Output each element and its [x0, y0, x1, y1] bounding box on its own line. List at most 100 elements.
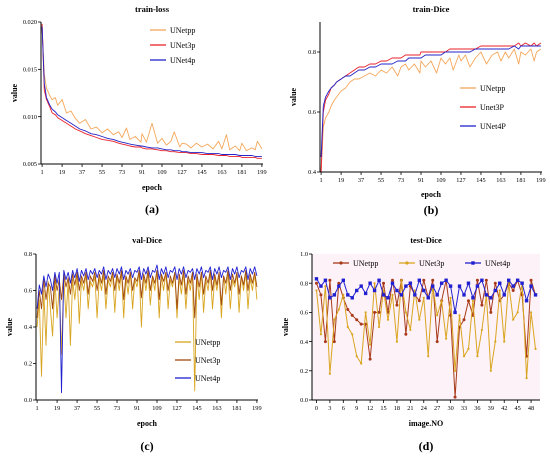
- data-point: [435, 340, 439, 344]
- x-tick-label: 109: [436, 177, 445, 184]
- data-point: [364, 311, 367, 314]
- x-tick-label: 73: [114, 405, 120, 412]
- x-tick-label: 27: [434, 405, 440, 412]
- x-tick-label: 1: [320, 177, 323, 184]
- data-point: [399, 293, 404, 297]
- x-axis-label: image.NO: [409, 419, 443, 428]
- series-line-3: [320, 45, 541, 158]
- series-line-1: [41, 26, 263, 152]
- x-tick-label: 145: [192, 405, 201, 412]
- chart-c: val-Dice 1 19 37 55 73 91 109 127 145 163 181 199 0.0…: [5, 235, 262, 453]
- data-point: [350, 313, 354, 317]
- legend-label: Unet3P: [480, 103, 505, 112]
- legend-label: UNet4p: [195, 374, 220, 383]
- x-tick-label: 37: [358, 177, 364, 184]
- data-point: [373, 282, 376, 285]
- data-point: [503, 340, 506, 343]
- series-line-3: [41, 26, 262, 157]
- data-point: [458, 314, 461, 317]
- x-tick-label: 39: [488, 405, 494, 412]
- x-axis-label: epoch: [421, 190, 442, 199]
- data-point: [377, 325, 381, 329]
- y-tick-label: 0.015: [23, 67, 37, 74]
- x-tick-label: 1: [36, 405, 39, 412]
- data-point: [493, 288, 497, 293]
- data-point: [480, 303, 484, 307]
- y-axis-label: value: [5, 317, 14, 336]
- data-point: [507, 278, 511, 282]
- data-point: [395, 340, 399, 343]
- chart-a: train-loss 1 19 37 55 73 91 109 127 145 163 181 199 0…: [10, 4, 267, 216]
- data-point: [351, 333, 354, 336]
- data-point: [314, 277, 319, 281]
- series-line-2: [36, 269, 258, 319]
- x-tick-label: 55: [99, 169, 105, 176]
- data-point: [484, 278, 488, 282]
- x-tick-label: 3: [328, 405, 331, 412]
- legend-label: UNet3p: [419, 259, 444, 268]
- data-point: [413, 293, 417, 297]
- panel-label: (d): [419, 439, 434, 453]
- x-tick-label: 199: [252, 405, 261, 412]
- x-tick-label: 181: [232, 405, 241, 412]
- data-point: [386, 296, 390, 300]
- y-tick-label: 0.010: [23, 114, 37, 121]
- data-point: [315, 289, 318, 292]
- data-point: [390, 281, 395, 285]
- legend-label: UNet4P: [480, 122, 506, 131]
- data-point: [422, 296, 425, 299]
- y-tick-label: 0.020: [23, 19, 37, 26]
- data-point: [449, 296, 452, 299]
- data-point: [319, 293, 323, 297]
- data-point: [445, 337, 448, 340]
- data-point: [382, 281, 386, 285]
- y-tick-label: 0.4: [300, 339, 309, 346]
- legend-marker: [471, 261, 475, 265]
- data-point: [359, 284, 363, 288]
- data-point: [332, 293, 337, 297]
- data-point: [493, 281, 497, 285]
- data-point: [511, 284, 515, 288]
- data-point: [337, 281, 341, 285]
- x-tick-label: 127: [172, 405, 181, 412]
- x-tick-label: 9: [355, 405, 358, 412]
- data-point: [409, 328, 412, 332]
- data-point: [377, 278, 381, 282]
- x-tick-label: 163: [217, 169, 226, 176]
- data-point: [328, 278, 332, 282]
- x-tick-label: 30: [447, 405, 453, 412]
- data-point: [382, 289, 385, 292]
- x-tick-label: 199: [257, 169, 266, 176]
- y-tick-label: 0.005: [23, 161, 37, 168]
- legend-label: UNetpp: [480, 84, 505, 93]
- legend-marker: [405, 261, 409, 265]
- data-point: [525, 377, 528, 380]
- x-tick-label: 18: [394, 405, 400, 412]
- data-point: [390, 278, 394, 282]
- x-tick-label: 55: [378, 177, 384, 184]
- data-point: [350, 296, 354, 300]
- data-point: [489, 296, 493, 300]
- data-point: [323, 278, 328, 282]
- legend-label: UNetpp: [353, 259, 378, 268]
- data-point: [395, 303, 399, 307]
- y-tick-label: 1.0: [300, 251, 308, 258]
- data-point: [502, 293, 506, 297]
- x-tick-label: 91: [418, 177, 424, 184]
- x-tick-label: 181: [237, 169, 246, 176]
- data-point: [355, 288, 359, 293]
- data-point: [346, 293, 350, 297]
- data-point: [476, 355, 479, 358]
- x-axis-label: epoch: [142, 183, 163, 192]
- data-point: [426, 296, 430, 300]
- data-point: [529, 311, 533, 314]
- data-point: [475, 284, 480, 288]
- data-point: [427, 355, 430, 358]
- data-point: [462, 293, 466, 297]
- data-point: [466, 281, 471, 285]
- x-tick-label: 145: [197, 169, 206, 176]
- x-tick-label: 163: [212, 405, 221, 412]
